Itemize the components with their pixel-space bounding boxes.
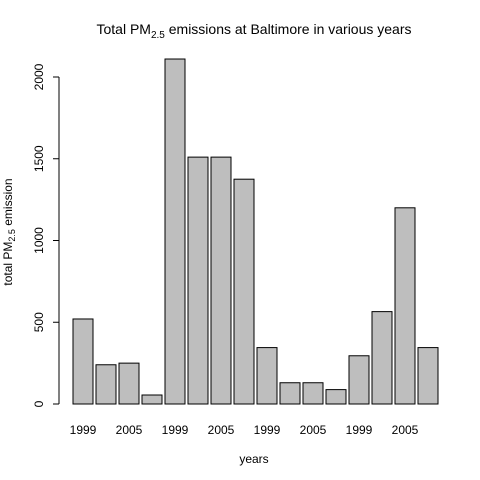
- y-tick-label: 1500: [32, 145, 46, 172]
- bar: [279, 382, 301, 405]
- bars: [72, 58, 439, 405]
- x-tick-label: 1999: [254, 423, 281, 437]
- x-tick-labels: 1999 2005 1999 2005 1999 2005 1999 2005: [70, 423, 419, 437]
- bar: [302, 382, 324, 405]
- bar: [394, 207, 416, 405]
- y-tick-label: 1000: [32, 227, 46, 254]
- x-tick-label: 2005: [116, 423, 143, 437]
- bar: [118, 362, 140, 405]
- bar: [233, 178, 255, 405]
- x-tick-label: 2005: [300, 423, 327, 437]
- x-tick-label: 1999: [346, 423, 373, 437]
- x-tick-label: 2005: [208, 423, 235, 437]
- bar: [371, 311, 393, 405]
- x-tick-label: 2005: [392, 423, 419, 437]
- bar: [95, 364, 117, 405]
- bar: [348, 355, 370, 405]
- y-tick-label: 2000: [32, 63, 46, 90]
- bar: [325, 389, 347, 405]
- x-tick-label: 1999: [70, 423, 97, 437]
- chart-title: Total PM2.5 emissions at Baltimore in va…: [96, 21, 411, 41]
- bar: [141, 394, 163, 405]
- bar: [187, 156, 209, 405]
- x-axis-label: years: [239, 452, 268, 466]
- y-axis-label: total PM2.5 emission: [1, 178, 17, 285]
- bar: [417, 347, 439, 405]
- x-tick-label: 1999: [162, 423, 189, 437]
- bar: [256, 347, 278, 405]
- y-tick-label: 0: [32, 400, 46, 407]
- y-axis: 0 500 1000 1500 2000: [32, 63, 60, 407]
- bar: [72, 318, 94, 405]
- y-tick-label: 500: [32, 312, 46, 332]
- bar: [210, 156, 232, 405]
- bar: [164, 58, 186, 405]
